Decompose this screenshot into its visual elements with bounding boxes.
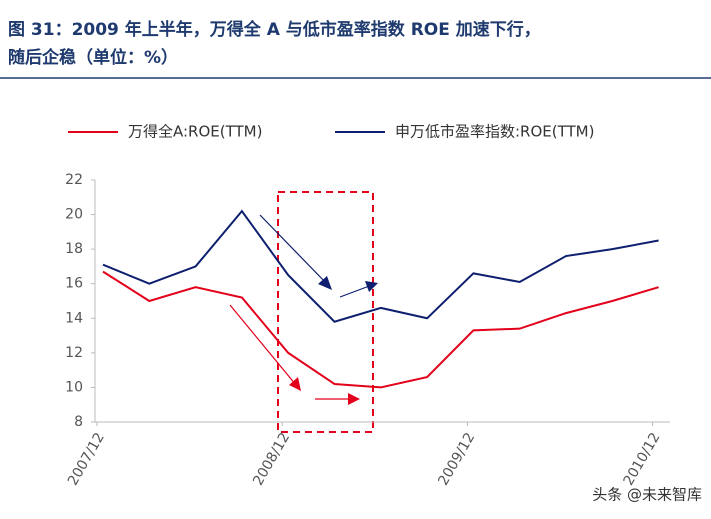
series-line — [102, 209, 659, 323]
y-tick-label: 16 — [65, 276, 83, 292]
y-tick-label: 20 — [65, 207, 83, 223]
legend-label: 万得全A:ROE(TTM) — [128, 123, 262, 141]
y-tick-label: 12 — [65, 345, 83, 361]
x-tick-label: 2008/12 — [250, 430, 293, 488]
x-tick-label: 2010/12 — [621, 430, 664, 488]
chart-title: 图 31：2009 年上半年，万得全 A 与低市盈率指数 ROE 加速下行， — [8, 19, 541, 40]
y-tick-label: 18 — [65, 241, 83, 257]
series-line — [102, 270, 659, 389]
annotation-arrows — [229, 214, 378, 405]
y-tick-label: 8 — [74, 414, 83, 430]
y-tick-label: 10 — [65, 379, 83, 395]
y-tick-label: 14 — [65, 310, 83, 326]
watermark: 头条 @未来智库 — [592, 486, 702, 504]
x-tick-label: 2007/12 — [65, 430, 108, 488]
x-tick-label: 2009/12 — [435, 430, 478, 488]
y-tick-label: 22 — [65, 172, 83, 188]
chart-title: 随后企稳（单位：%） — [8, 47, 178, 68]
legend-label: 申万低市盈率指数:ROE(TTM) — [395, 123, 594, 141]
